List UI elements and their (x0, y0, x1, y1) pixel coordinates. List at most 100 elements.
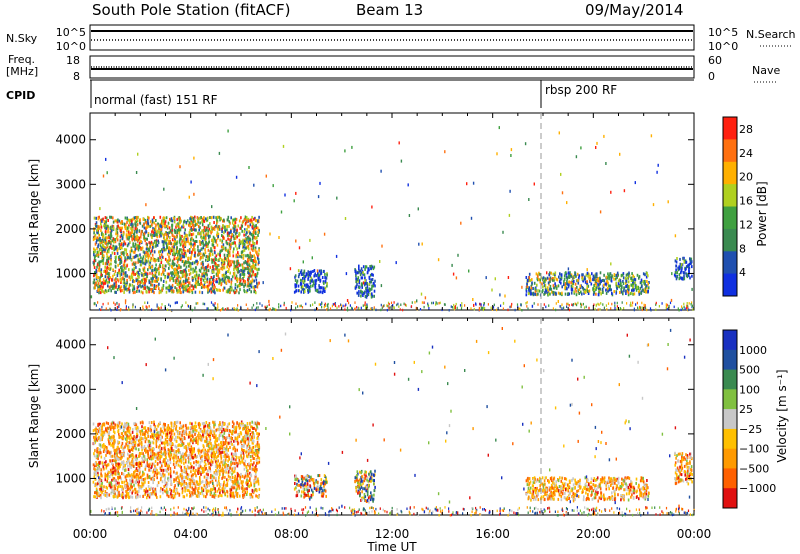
range-gate-cell (627, 288, 630, 292)
range-gate-cell (250, 450, 253, 454)
range-gate-cell (183, 452, 186, 456)
range-gate-cell (199, 242, 201, 246)
range-gate-cell (249, 274, 252, 278)
range-gate-cell (178, 264, 181, 268)
range-gate-cell (307, 277, 309, 281)
range-gate-cell (161, 480, 164, 484)
range-gate-cell (300, 290, 302, 294)
near-range-echo (274, 308, 276, 311)
range-gate-cell (115, 468, 118, 472)
range-gate-cell (552, 290, 554, 294)
near-range-echo (478, 306, 480, 310)
range-gate-cell (235, 255, 237, 259)
range-gate-cell (633, 275, 635, 279)
range-gate-cell (310, 276, 313, 280)
range-gate-cell (124, 259, 126, 263)
range-gate-cell (164, 221, 166, 225)
range-gate-cell (239, 263, 242, 267)
range-gate-cell (137, 254, 139, 258)
range-gate-cell (230, 458, 233, 462)
sparse-echo (510, 154, 512, 157)
range-gate-cell (165, 239, 167, 243)
range-gate-cell (178, 257, 180, 261)
range-gate-cell (105, 232, 107, 236)
range-gate-cell (683, 271, 686, 275)
range-gate-cell (303, 274, 305, 278)
near-range-echo (616, 305, 618, 308)
range-gate-cell (625, 273, 628, 277)
range-gate-cell (194, 431, 197, 435)
range-gate-cell (152, 475, 154, 479)
range-gate-cell (315, 278, 318, 282)
range-gate-cell (356, 291, 358, 295)
range-gate-cell (560, 277, 563, 281)
range-gate-cell (602, 278, 605, 282)
range-gate-cell (197, 220, 199, 224)
range-gate-cell (256, 240, 258, 244)
range-gate-cell (542, 285, 544, 289)
range-gate-cell (143, 261, 146, 265)
range-gate-cell (204, 281, 206, 284)
range-gate-cell (563, 283, 565, 287)
range-gate-cell (187, 259, 189, 262)
range-gate-cell (682, 277, 684, 281)
range-gate-cell (212, 238, 214, 242)
range-gate-cell (295, 289, 297, 293)
range-gate-cell (177, 279, 180, 283)
range-gate-cell (176, 276, 178, 280)
range-gate-cell (364, 295, 367, 299)
range-gate-cell (95, 224, 98, 228)
range-gate-cell (181, 433, 183, 437)
range-gate-cell (128, 233, 130, 237)
near-range-echo (373, 308, 375, 311)
range-gate-cell (158, 282, 160, 286)
range-gate-cell (169, 278, 171, 282)
range-gate-cell (190, 445, 193, 449)
near-range-echo (176, 301, 178, 304)
range-gate-cell (241, 253, 243, 257)
range-gate-cell (172, 276, 174, 280)
colorbar-tick-label: 16 (739, 195, 753, 208)
range-gate-cell (137, 280, 140, 284)
range-gate-cell (221, 234, 223, 237)
range-gate-cell (125, 442, 127, 446)
range-gate-cell (157, 462, 159, 466)
range-gate-cell (104, 216, 107, 220)
range-gate-cell (131, 283, 134, 287)
range-gate-cell (230, 243, 232, 247)
range-gate-cell (243, 272, 246, 276)
range-gate-cell (139, 253, 141, 257)
range-gate-cell (164, 232, 166, 236)
near-range-echo (692, 308, 694, 311)
range-gate-cell (160, 290, 162, 294)
range-gate-cell (95, 477, 97, 481)
range-gate-cell (204, 243, 206, 247)
range-gate-cell (296, 281, 298, 285)
range-gate-cell (622, 276, 625, 280)
range-gate-cell (211, 260, 213, 264)
near-range-echo (132, 303, 134, 306)
range-gate-cell (119, 221, 122, 225)
near-range-echo (636, 301, 638, 305)
range-gate-cell (228, 288, 231, 292)
power-y-axis-label: Slant Range [km] (27, 159, 41, 263)
range-gate-cell (567, 285, 570, 289)
range-gate-cell (133, 232, 136, 236)
range-gate-cell (152, 289, 154, 293)
range-gate-cell (234, 283, 237, 287)
range-gate-cell (151, 243, 154, 246)
range-gate-cell (566, 287, 568, 291)
range-gate-cell (257, 258, 260, 262)
range-gate-cell (228, 233, 231, 237)
sparse-echo (472, 181, 475, 185)
range-gate-cell (158, 435, 160, 438)
range-gate-cell (139, 235, 142, 239)
range-gate-cell (625, 292, 627, 295)
range-gate-cell (594, 286, 596, 290)
range-gate-cell (207, 245, 209, 248)
sparse-echo (507, 276, 510, 279)
range-gate-cell (150, 468, 152, 472)
sparse-echo (670, 298, 673, 302)
range-gate-cell (582, 273, 584, 277)
range-gate-cell (146, 237, 148, 241)
